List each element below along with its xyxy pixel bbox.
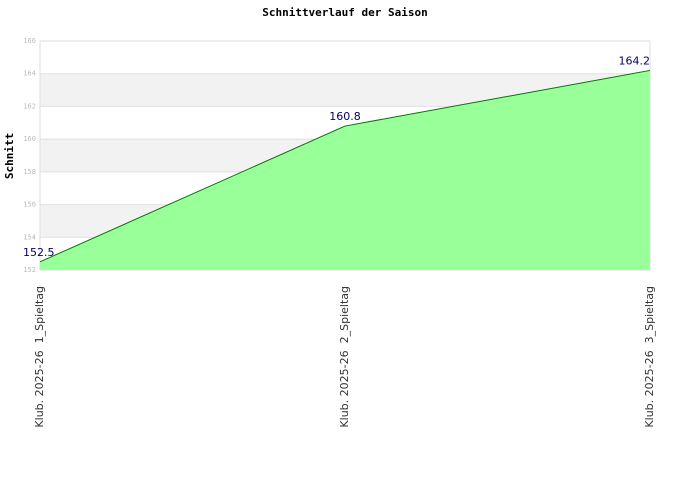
y-tick-label: 156	[23, 201, 36, 209]
area	[40, 70, 650, 270]
y-tick-label: 160	[23, 135, 36, 143]
y-tick-label: 162	[23, 102, 36, 110]
value-label: 152.5	[23, 246, 55, 259]
value-label: 160.8	[329, 110, 361, 123]
y-tick-label: 166	[23, 37, 36, 45]
y-axis-label: Schnitt	[3, 133, 16, 179]
x-tick-label: Klub. 2025-26 1_Spieltag	[33, 286, 46, 428]
y-tick-label: 158	[23, 168, 36, 176]
x-tick-label: Klub. 2025-26 2_Spieltag	[338, 286, 351, 428]
x-tick-label: Klub. 2025-26 3_Spieltag	[643, 286, 656, 428]
line	[39, 69, 651, 263]
y-tick-label: 154	[23, 233, 36, 241]
chart-title: Schnittverlauf der Saison	[262, 6, 428, 19]
value-label: 164.2	[619, 54, 651, 67]
y-tick-label: 164	[23, 70, 36, 78]
y-tick-label: 152	[23, 266, 36, 274]
